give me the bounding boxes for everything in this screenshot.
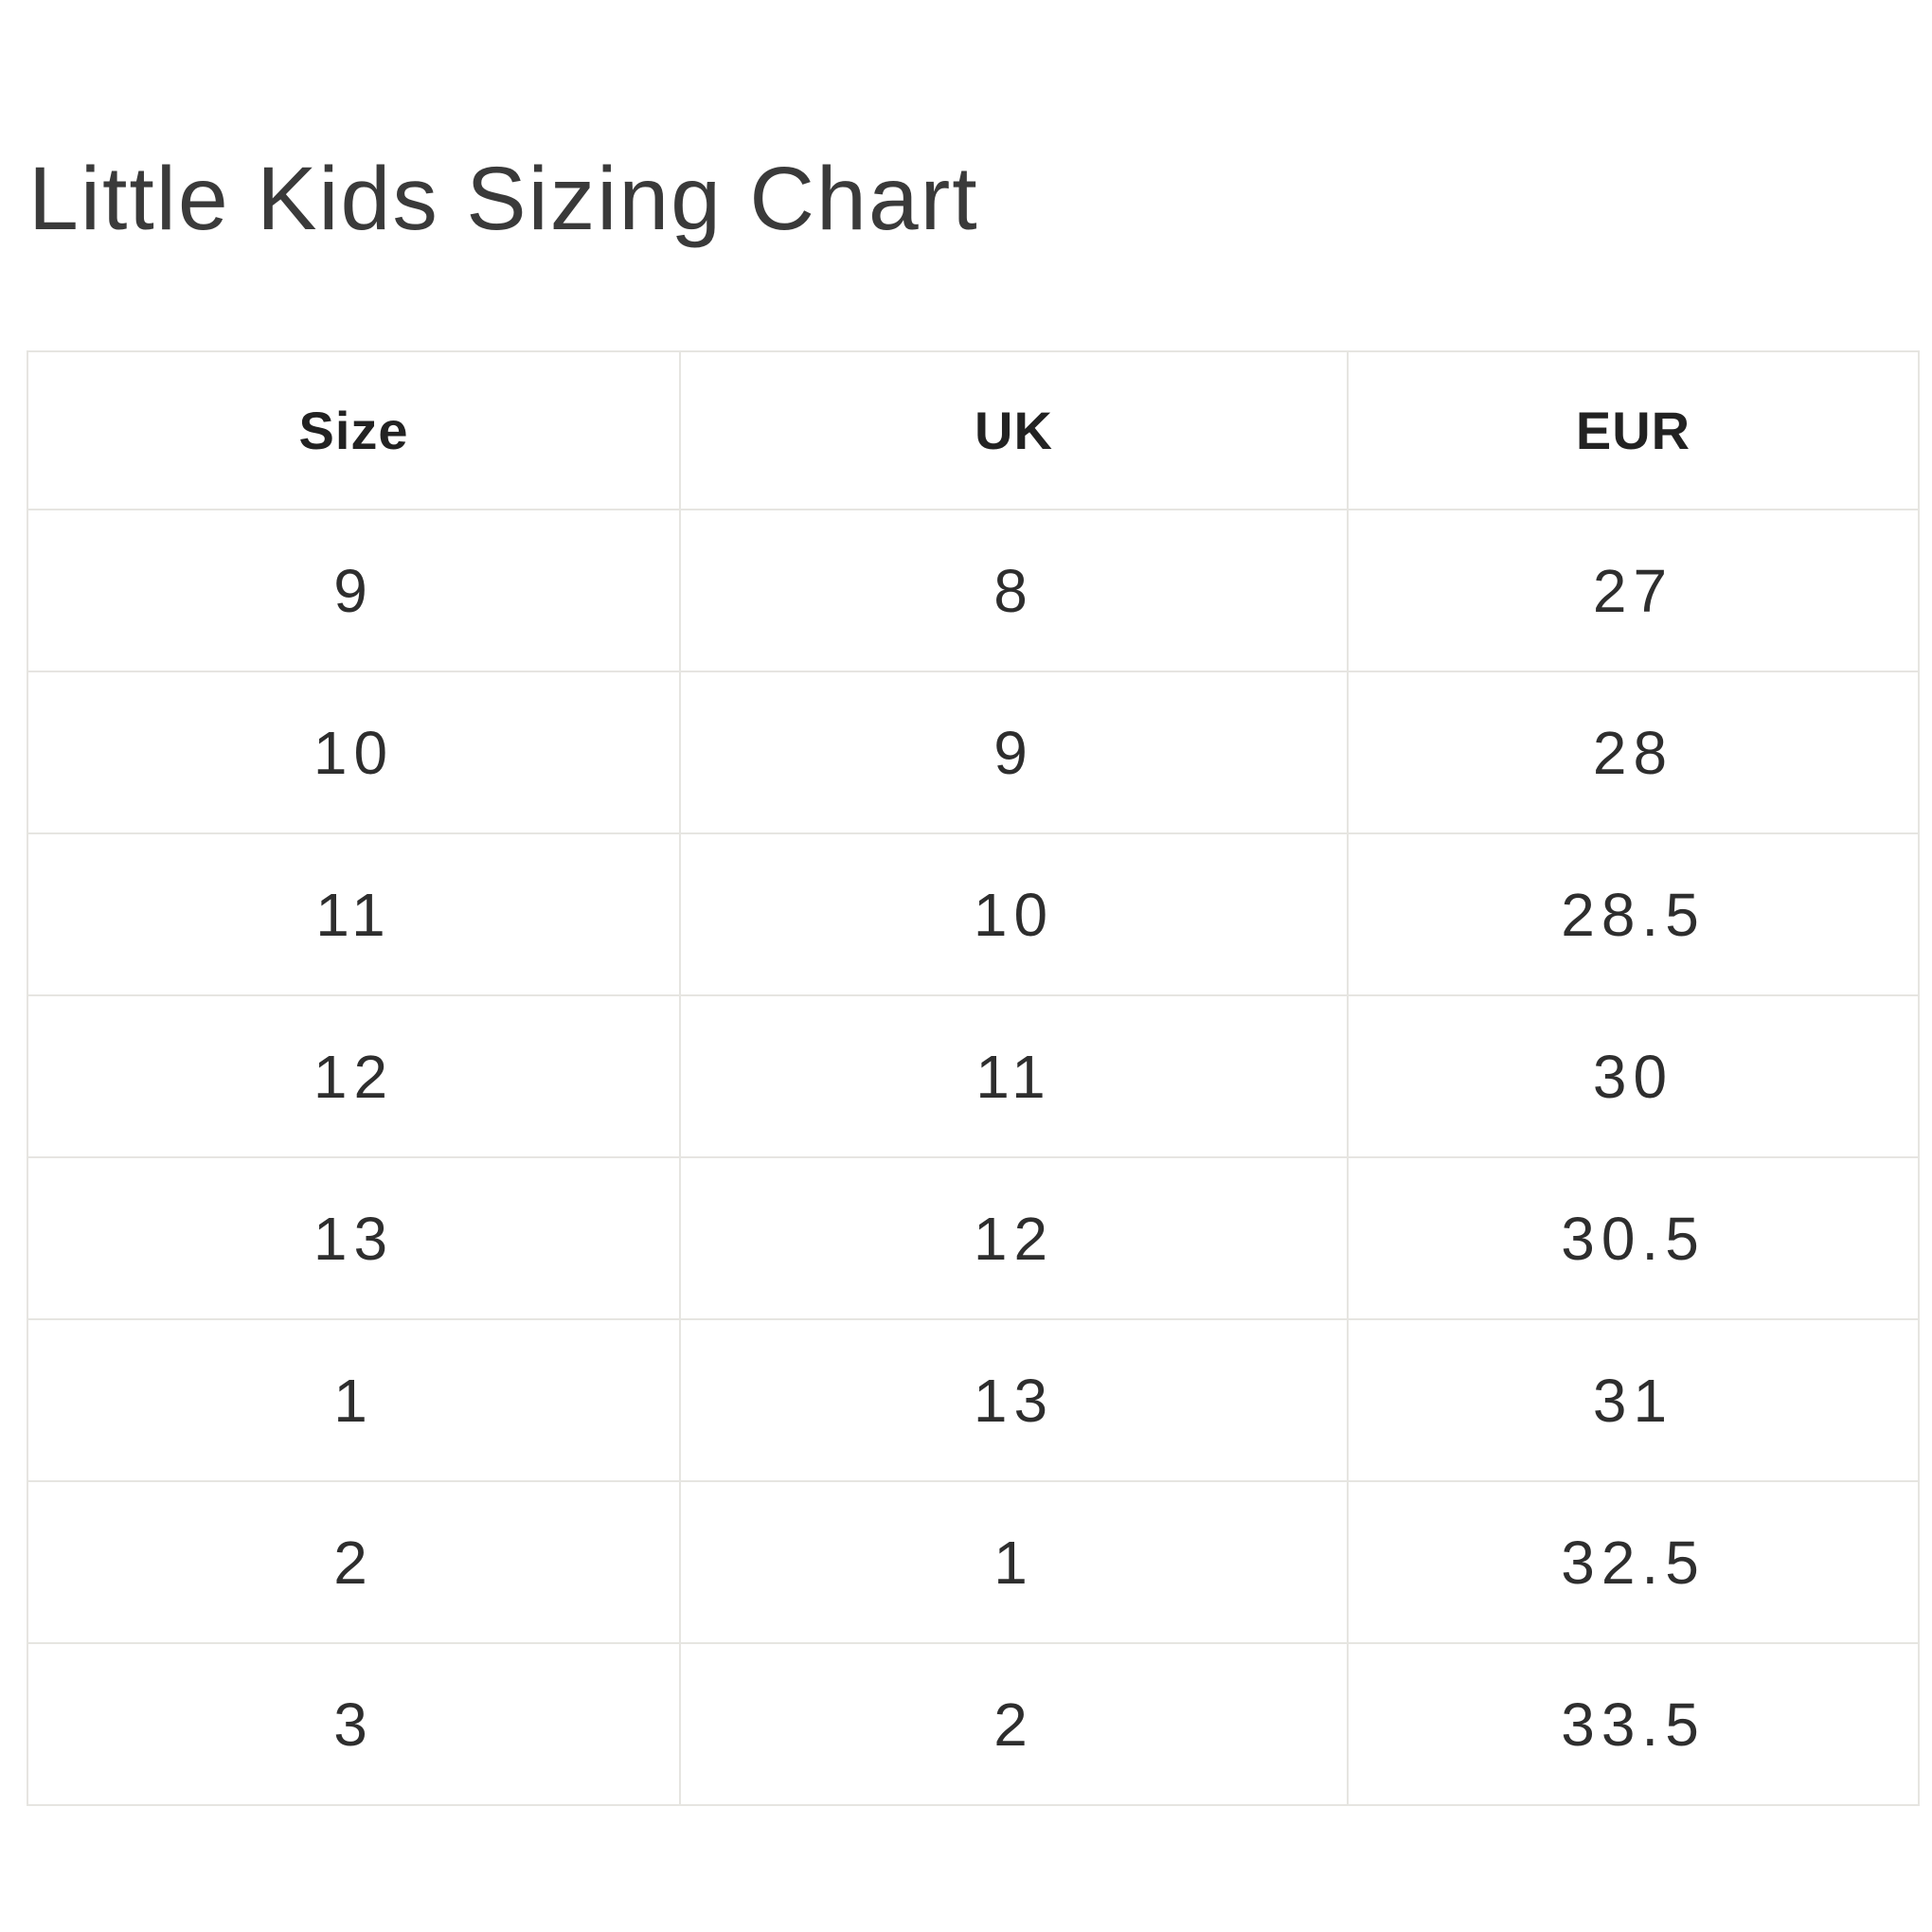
uk-cell: 12 (679, 1156, 1349, 1320)
uk-cell: 10 (679, 832, 1349, 996)
table-row: 11 10 28.5 (27, 832, 1920, 996)
size-cell: 9 (27, 509, 681, 672)
size-cell: 3 (27, 1642, 681, 1806)
table-row: 12 11 30 (27, 994, 1920, 1158)
header-cell-uk: UK (679, 350, 1349, 510)
eur-cell: 33.5 (1347, 1642, 1920, 1806)
table-row: 9 8 27 (27, 509, 1920, 672)
table-row: 1 13 31 (27, 1318, 1920, 1482)
uk-cell: 2 (679, 1642, 1349, 1806)
eur-cell: 32.5 (1347, 1480, 1920, 1644)
uk-cell: 13 (679, 1318, 1349, 1482)
table-row: 10 9 28 (27, 671, 1920, 834)
size-cell: 13 (27, 1156, 681, 1320)
size-cell: 2 (27, 1480, 681, 1644)
size-cell: 12 (27, 994, 681, 1158)
eur-cell: 30.5 (1347, 1156, 1920, 1320)
uk-cell: 11 (679, 994, 1349, 1158)
eur-cell: 28.5 (1347, 832, 1920, 996)
table-row: 13 12 30.5 (27, 1156, 1920, 1320)
uk-cell: 9 (679, 671, 1349, 834)
eur-cell: 30 (1347, 994, 1920, 1158)
sizing-table: Size UK EUR 9 8 27 10 9 28 11 10 28.5 12… (27, 350, 1920, 1806)
eur-cell: 27 (1347, 509, 1920, 672)
eur-cell: 28 (1347, 671, 1920, 834)
table-row: 2 1 32.5 (27, 1480, 1920, 1644)
header-cell-eur: EUR (1347, 350, 1920, 510)
page-title: Little Kids Sizing Chart (28, 149, 979, 249)
eur-cell: 31 (1347, 1318, 1920, 1482)
size-cell: 11 (27, 832, 681, 996)
uk-cell: 1 (679, 1480, 1349, 1644)
size-cell: 1 (27, 1318, 681, 1482)
table-row: 3 2 33.5 (27, 1642, 1920, 1806)
uk-cell: 8 (679, 509, 1349, 672)
header-cell-size: Size (27, 350, 681, 510)
table-header-row: Size UK EUR (27, 350, 1920, 510)
size-cell: 10 (27, 671, 681, 834)
